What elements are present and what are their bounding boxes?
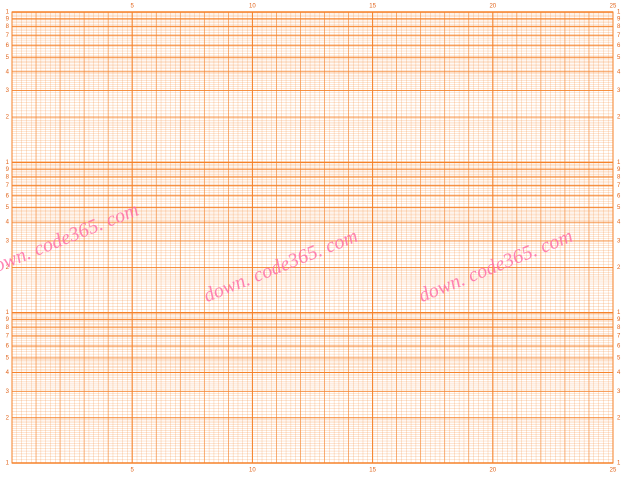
y-tick-label: 2 bbox=[6, 265, 10, 271]
y-tick-label: 5 bbox=[617, 205, 621, 211]
y-tick-label: 4 bbox=[617, 370, 621, 376]
y-tick-label: 6 bbox=[6, 193, 10, 199]
y-tick-label: 9 bbox=[617, 317, 621, 323]
x-tick-label: 10 bbox=[249, 468, 256, 474]
y-tick-label: 1 bbox=[6, 160, 10, 166]
y-tick-label: 8 bbox=[6, 174, 10, 180]
y-tick-label: 2 bbox=[617, 115, 621, 121]
x-tick-label: 15 bbox=[369, 468, 376, 474]
y-tick-label: 5 bbox=[6, 55, 10, 61]
y-tick-label: 7 bbox=[617, 33, 621, 39]
y-tick-label: 2 bbox=[617, 415, 621, 421]
y-tick-label: 5 bbox=[617, 355, 621, 361]
y-tick-label: 1 bbox=[617, 310, 621, 316]
y-tick-label: 4 bbox=[6, 370, 10, 376]
y-tick-label: 1 bbox=[6, 10, 10, 16]
plot-border bbox=[11, 11, 614, 464]
y-tick-label: 2 bbox=[6, 115, 10, 121]
y-tick-label: 9 bbox=[6, 317, 10, 323]
y-tick-label: 3 bbox=[617, 389, 621, 395]
y-tick-label: 9 bbox=[617, 16, 621, 22]
x-tick-label: 20 bbox=[489, 4, 496, 10]
y-tick-label: 1 bbox=[6, 461, 10, 467]
y-tick-label: 4 bbox=[6, 220, 10, 226]
y-tick-label: 5 bbox=[6, 355, 10, 361]
y-tick-label: 8 bbox=[617, 325, 621, 331]
x-tick-label: 5 bbox=[131, 468, 135, 474]
y-tick-label: 6 bbox=[617, 43, 621, 49]
y-tick-label: 1 bbox=[617, 461, 621, 467]
major-grid bbox=[11, 11, 614, 464]
minor-grid bbox=[11, 12, 614, 464]
y-tick-label: 4 bbox=[6, 69, 10, 75]
y-tick-label: 5 bbox=[6, 205, 10, 211]
y-tick-label: 6 bbox=[617, 344, 621, 350]
y-tick-label: 9 bbox=[617, 167, 621, 173]
y-tick-label: 8 bbox=[617, 174, 621, 180]
y-tick-label: 8 bbox=[6, 24, 10, 30]
y-tick-label: 1 bbox=[6, 310, 10, 316]
y-tick-label: 6 bbox=[6, 344, 10, 350]
y-tick-label: 4 bbox=[617, 220, 621, 226]
y-tick-label: 8 bbox=[6, 325, 10, 331]
y-tick-label: 9 bbox=[6, 16, 10, 22]
y-tick-label: 6 bbox=[617, 193, 621, 199]
y-tick-label: 5 bbox=[617, 55, 621, 61]
y-tick-label: 7 bbox=[6, 334, 10, 340]
y-tick-label: 1 bbox=[617, 10, 621, 16]
x-tick-label: 5 bbox=[131, 4, 135, 10]
x-tick-label: 20 bbox=[489, 468, 496, 474]
y-tick-label: 7 bbox=[6, 33, 10, 39]
y-tick-label: 3 bbox=[6, 88, 10, 94]
y-tick-label: 7 bbox=[617, 183, 621, 189]
y-tick-label: 6 bbox=[6, 43, 10, 49]
y-tick-label: 3 bbox=[6, 389, 10, 395]
x-tick-label: 15 bbox=[369, 4, 376, 10]
x-tick-label: 25 bbox=[610, 4, 617, 10]
y-tick-label: 3 bbox=[617, 239, 621, 245]
y-tick-label: 7 bbox=[617, 334, 621, 340]
y-tick-label: 9 bbox=[6, 167, 10, 173]
y-tick-label: 2 bbox=[6, 415, 10, 421]
y-tick-label: 8 bbox=[617, 24, 621, 30]
y-tick-label: 4 bbox=[617, 69, 621, 75]
x-tick-label: 10 bbox=[249, 4, 256, 10]
y-tick-label: 1 bbox=[617, 160, 621, 166]
y-tick-label: 3 bbox=[617, 88, 621, 94]
y-tick-label: 2 bbox=[617, 265, 621, 271]
x-tick-label: 25 bbox=[610, 468, 617, 474]
y-tick-label: 3 bbox=[6, 239, 10, 245]
y-tick-label: 7 bbox=[6, 183, 10, 189]
